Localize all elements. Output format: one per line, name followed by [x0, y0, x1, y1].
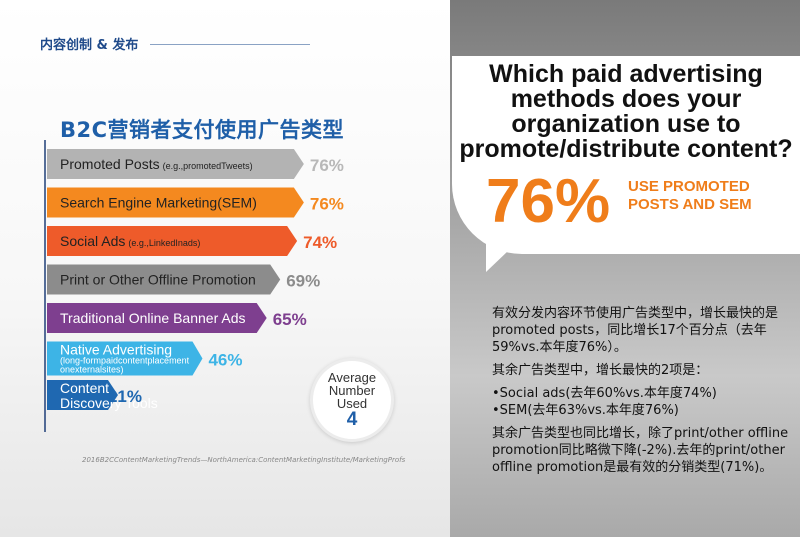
- average-label-line-1: Average: [327, 369, 377, 385]
- value-label-7: 21%: [108, 387, 142, 406]
- speech-bubble-tail: [486, 230, 530, 272]
- callout-text: USE PROMOTED POSTS AND SEM: [628, 178, 752, 213]
- bar-label-4: Print or Other Offline Promotion: [60, 272, 256, 288]
- bar-label-2: Search Engine Marketing(SEM): [60, 195, 257, 211]
- value-label-1: 76%: [310, 156, 344, 175]
- bar-note-6-line-2: onexternalsites): [60, 365, 124, 375]
- bar-label-6: Native Advertising: [60, 342, 172, 358]
- notes-paragraph-2: 其余广告类型中，增长最快的2项是：: [492, 363, 709, 378]
- value-label-3: 74%: [303, 233, 337, 252]
- bar-5: [47, 303, 267, 333]
- value-label-2: 76%: [310, 195, 344, 214]
- source-citation: 2016B2CContentMarketingTrends—NorthAmeri…: [82, 456, 406, 464]
- bar-6: [47, 341, 203, 376]
- bar-label-5: Traditional Online Banner Ads: [60, 310, 245, 326]
- bar-note-6-line-1: (long-formpaidcontentplacement: [60, 356, 190, 366]
- average-label-line-3: Used: [336, 395, 368, 411]
- callout-question: Which paid advertising methods does your…: [459, 60, 793, 163]
- speech-bubble: [452, 56, 800, 254]
- notes-paragraph-3: 其余广告类型也同比增长，除了print/other offline promot…: [492, 426, 789, 475]
- bar-7: [47, 380, 118, 410]
- value-label-6: 46%: [208, 351, 242, 370]
- callout-percentage: 76%: [486, 167, 611, 236]
- chart-title: B2C营销者支付使用广告类型: [60, 118, 345, 142]
- notes-block: 有效分发内容环节使用广告类型中，增长最快的是promoted posts，同比增…: [492, 305, 792, 482]
- notes-bullet-sem: •SEM(去年63%vs.本年度76%): [492, 403, 679, 418]
- bar-3: [47, 226, 298, 256]
- section-header: 内容创制 & 发布: [40, 38, 139, 53]
- bar-2: [47, 187, 304, 218]
- bar-chart: Promoted Posts (e.g.,promotedTweets) 76%Se…: [44, 140, 344, 432]
- bar-1: [47, 149, 304, 179]
- average-badge: Average Number Used 4: [310, 358, 394, 442]
- bar-label-7-line-1: Content: [60, 380, 109, 396]
- notes-bullet-social: •Social ads(去年60%vs.本年度74%): [492, 386, 717, 401]
- average-value: 4: [346, 408, 358, 430]
- bar-note-1: (e.g.,promotedTweets): [163, 161, 253, 171]
- header-rule: [150, 44, 310, 45]
- average-label-line-2: Number: [328, 382, 376, 398]
- notes-paragraph-1: 有效分发内容环节使用广告类型中，增长最快的是promoted posts，同比增…: [492, 306, 779, 355]
- value-label-5: 65%: [273, 310, 307, 329]
- bar-4: [47, 264, 281, 295]
- bar-label-7-line-2: Discovery Tools: [60, 395, 158, 411]
- bar-note-3: (e.g.,LinkedInads): [128, 238, 200, 248]
- value-label-4: 69%: [286, 272, 320, 291]
